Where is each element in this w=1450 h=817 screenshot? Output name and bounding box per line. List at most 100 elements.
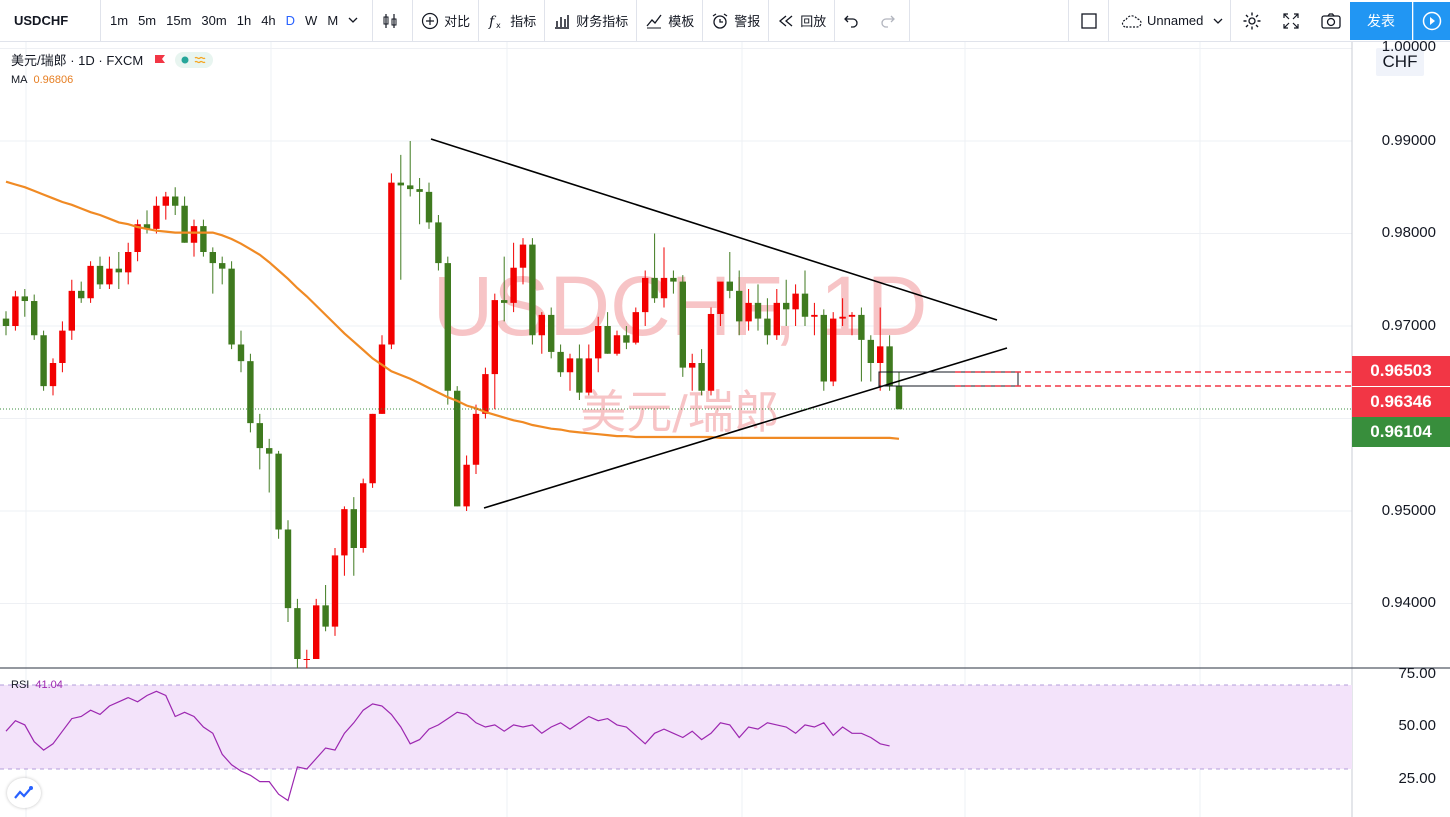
templates-button[interactable]: 模板 — [637, 0, 702, 42]
snapshot-button[interactable] — [1312, 0, 1355, 42]
compare-button[interactable]: 对比 — [413, 0, 478, 42]
alert-button[interactable]: 警报 — [703, 0, 768, 42]
interval-30m[interactable]: 30m — [201, 13, 227, 28]
interval-15m[interactable]: 15m — [166, 13, 192, 28]
candle-body — [717, 281, 724, 314]
alert-label: 警报 — [734, 14, 761, 29]
square-icon — [1081, 12, 1097, 29]
candle-body — [613, 335, 621, 354]
toolbar-divider — [1068, 0, 1069, 42]
candle-body — [87, 265, 94, 299]
rsi-tick: 50.00 — [1398, 717, 1436, 734]
price-tick: 0.98000 — [1381, 224, 1436, 241]
tradingview-logo-icon — [14, 786, 33, 799]
bar-chart-icon — [555, 14, 570, 29]
rsi-label: RSI — [11, 679, 30, 691]
trendline-lower — [483, 347, 1008, 509]
layout-name-button[interactable]: Unnamed — [1112, 0, 1238, 42]
interval-w[interactable]: W — [305, 13, 318, 28]
candle-body — [284, 529, 292, 609]
rsi-legend[interactable]: RSI 41.04 — [11, 679, 63, 691]
candle-body — [134, 224, 141, 252]
redo-button[interactable] — [872, 0, 909, 42]
plus-circle-icon — [422, 12, 439, 29]
candle-body — [886, 346, 893, 387]
flag-icon[interactable] — [153, 53, 167, 67]
candle-body — [848, 314, 856, 317]
candle-body — [482, 374, 489, 414]
candle-body — [59, 330, 66, 363]
candle-body — [153, 205, 160, 229]
candle-body — [266, 448, 273, 454]
gear-icon — [1243, 12, 1261, 29]
candle-body — [247, 361, 254, 424]
candle-body — [698, 363, 705, 391]
candle-body — [181, 205, 188, 243]
symbol-search[interactable]: USDCHF — [14, 13, 69, 28]
publish-button[interactable]: 发表 — [1350, 2, 1412, 40]
play-circle-icon — [1422, 11, 1442, 31]
financials-button[interactable]: 财务指标 — [545, 0, 636, 42]
interval-1h[interactable]: 1h — [236, 13, 252, 28]
candle-body — [472, 413, 480, 465]
candle-body — [670, 277, 677, 282]
templates-label: 模板 — [668, 14, 695, 29]
ma-legend[interactable]: MA 0.96806 — [11, 74, 73, 86]
interval-5m[interactable]: 5m — [138, 13, 157, 28]
candle-body — [689, 363, 696, 368]
chart-type-button[interactable] — [373, 0, 412, 42]
settings-button[interactable] — [1234, 0, 1275, 42]
candle-body — [877, 346, 884, 363]
candle-body — [801, 293, 809, 317]
candle-body — [106, 268, 113, 285]
market-status-icon[interactable] — [175, 51, 214, 68]
candle-body — [125, 252, 132, 273]
interval-4h[interactable]: 4h — [261, 13, 276, 28]
replay-button[interactable]: 回放 — [769, 0, 834, 42]
candle-body — [811, 314, 818, 317]
interval-1m[interactable]: 1m — [110, 13, 129, 28]
candle-body — [49, 363, 57, 387]
fullscreen-layout-button[interactable] — [1072, 0, 1111, 42]
candle-body — [31, 301, 38, 336]
candle-body — [416, 189, 423, 192]
undo-icon — [844, 15, 858, 28]
chevron-down-icon[interactable] — [343, 13, 368, 28]
candle-body — [237, 344, 245, 362]
candle-body — [463, 464, 470, 507]
fullscreen-button[interactable] — [1274, 0, 1313, 42]
template-icon — [646, 14, 662, 28]
layout-name: Unnamed — [1147, 13, 1204, 28]
rsi-tick: 75.00 — [1398, 665, 1436, 682]
toolbar-divider — [478, 0, 480, 42]
camera-icon — [1321, 12, 1341, 29]
ma-line — [5, 180, 900, 440]
interval-m[interactable]: M — [327, 13, 339, 28]
toolbar-divider — [1108, 0, 1109, 42]
toolbar-divider — [768, 0, 770, 42]
publish-menu-button[interactable] — [1413, 2, 1450, 40]
candle-body — [632, 312, 639, 343]
candle-body — [454, 390, 461, 507]
tradingview-logo[interactable] — [7, 778, 41, 808]
toolbar-divider — [909, 0, 911, 42]
undo-button[interactable] — [835, 0, 872, 42]
candle-body — [764, 318, 771, 336]
candle-body — [200, 226, 207, 252]
interval-d[interactable]: D — [285, 13, 296, 28]
candle-body — [726, 281, 733, 291]
toolbar-divider — [372, 0, 374, 42]
currency-label[interactable]: CHF — [1376, 48, 1424, 76]
candle-body — [548, 314, 555, 352]
candle-body — [736, 290, 743, 322]
toolbar-divider — [544, 0, 546, 42]
candle-body — [228, 268, 235, 345]
toolbar-divider — [1230, 0, 1231, 42]
symbol-title[interactable]: 美元/瑞郎 · 1D · FXCM — [11, 53, 144, 68]
price-tick: 0.95000 — [1381, 502, 1436, 519]
candle-body — [275, 453, 282, 530]
